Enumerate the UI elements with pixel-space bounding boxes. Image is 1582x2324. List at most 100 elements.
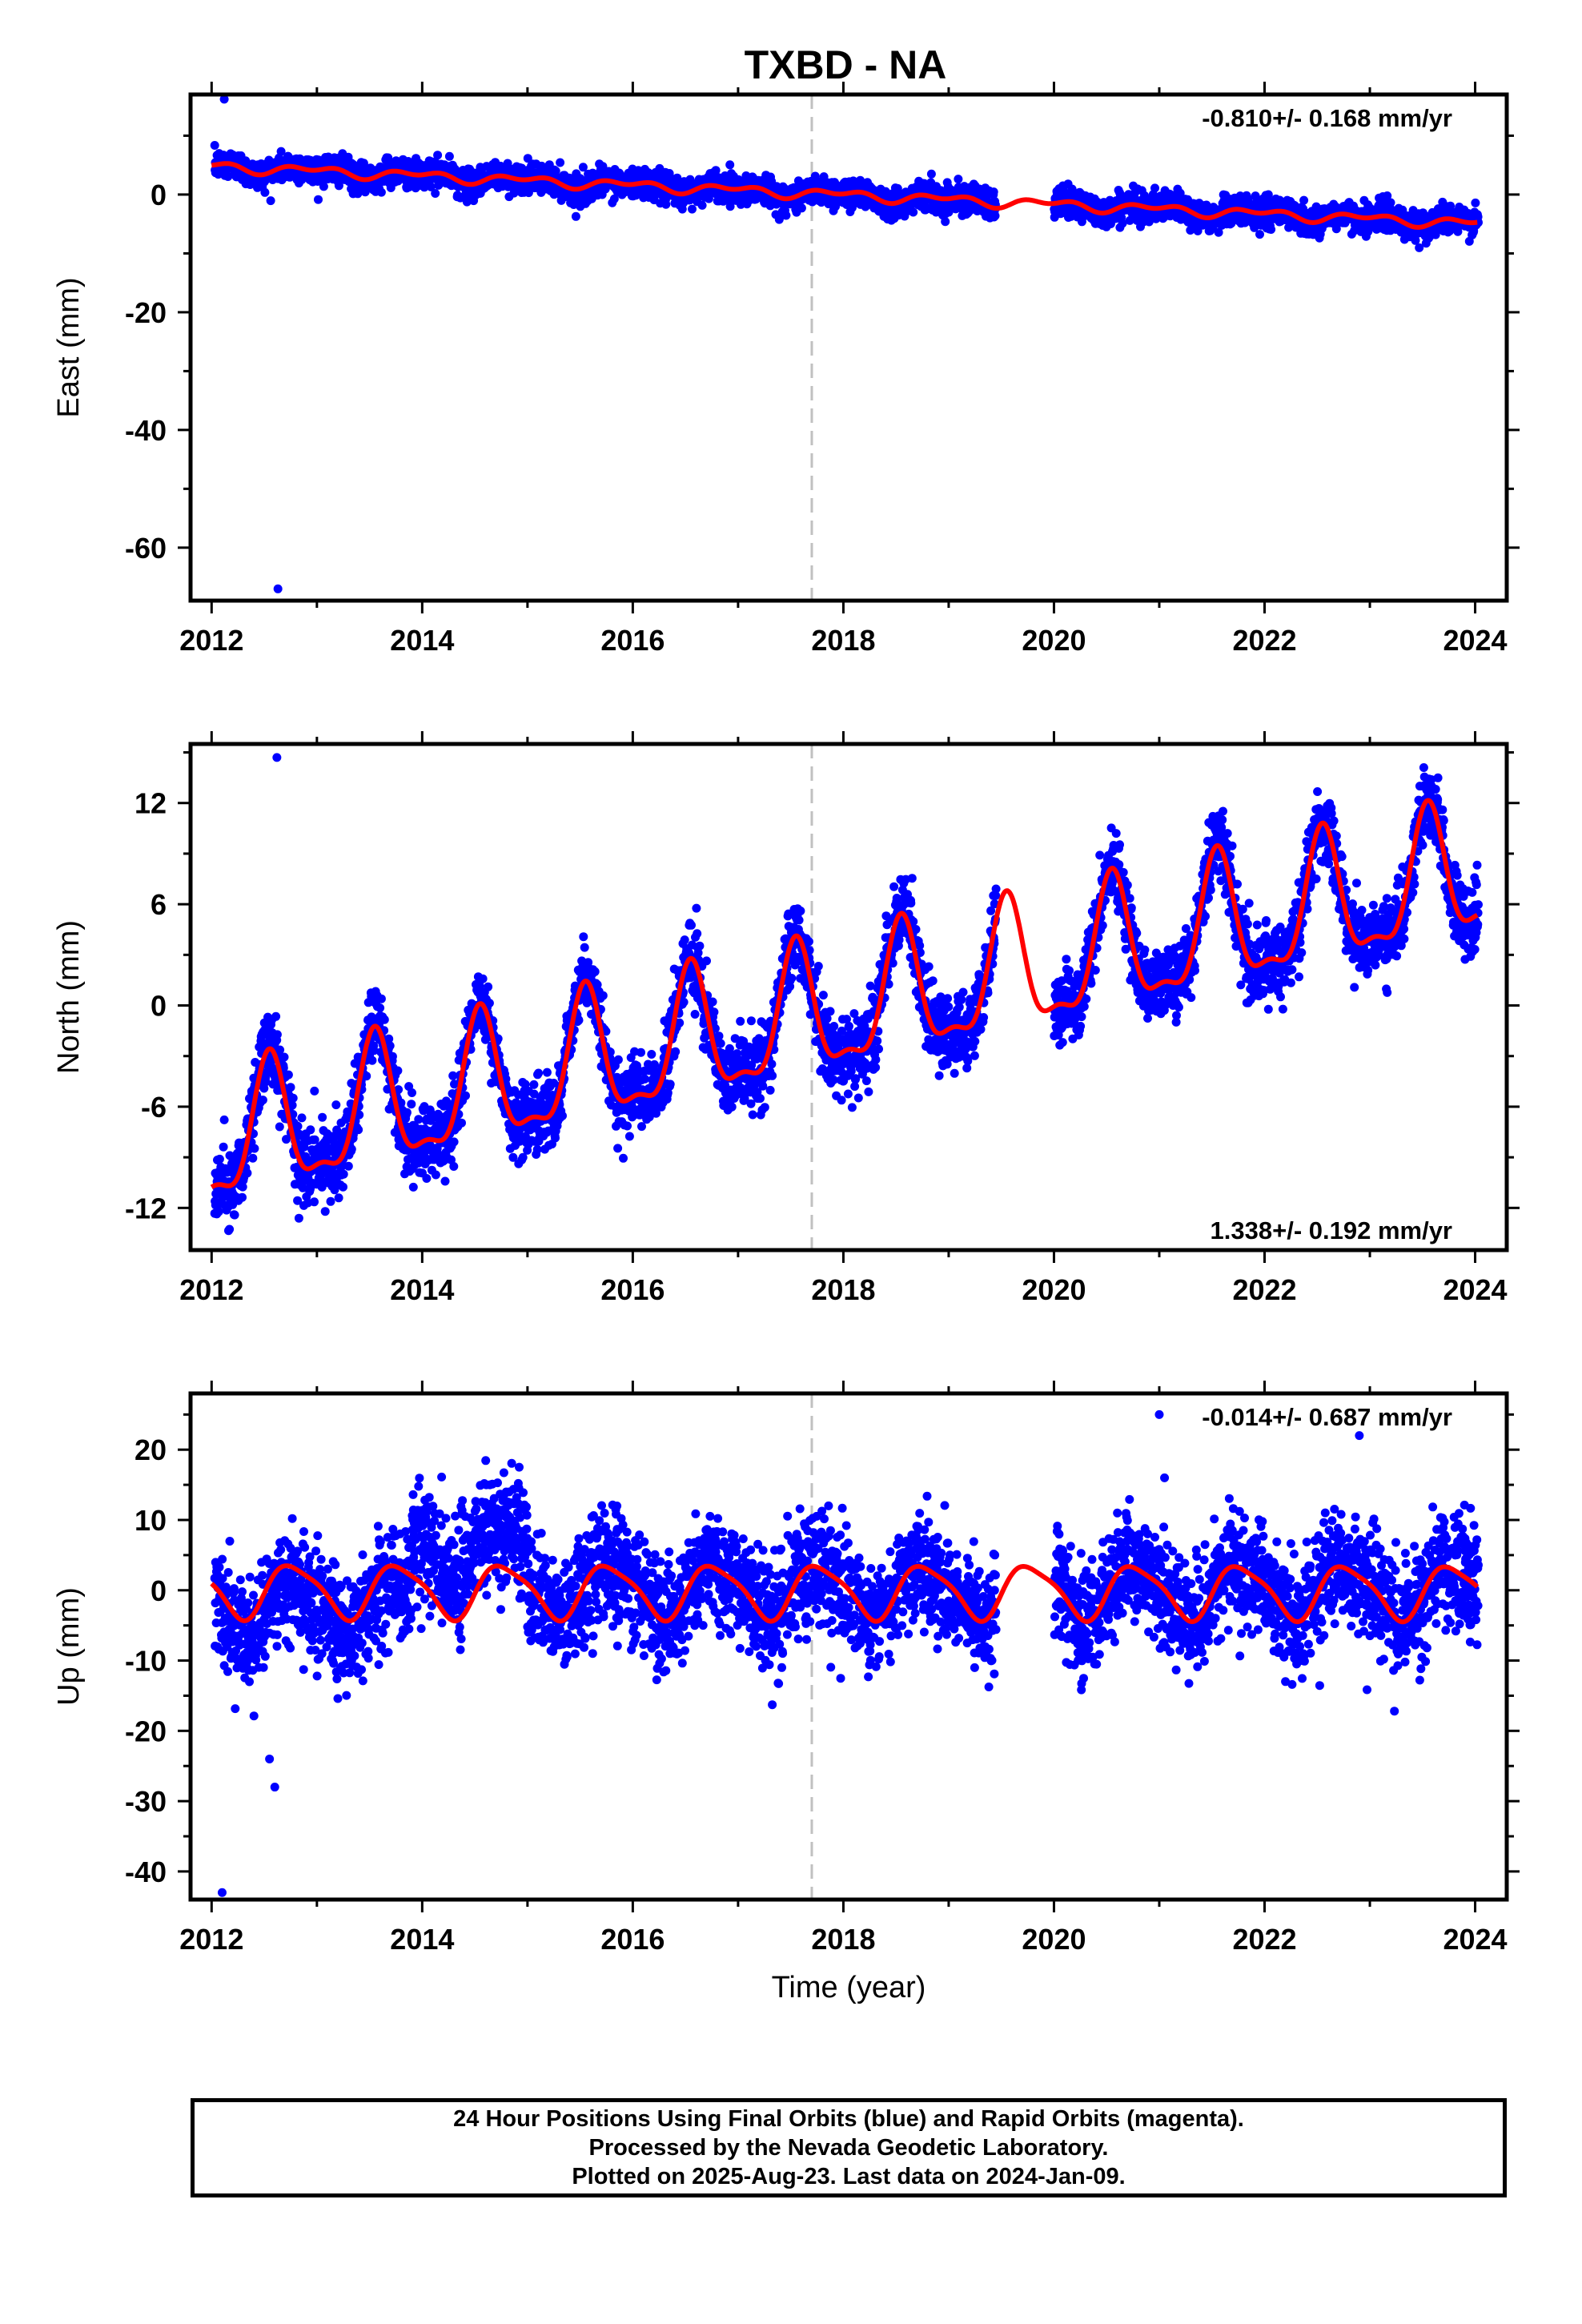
- data-point: [318, 1112, 327, 1122]
- data-point: [926, 169, 936, 179]
- data-point: [1267, 225, 1276, 234]
- x-tick-label: 2012: [179, 624, 243, 657]
- data-point: [697, 200, 707, 210]
- data-point: [354, 1125, 363, 1135]
- data-point: [414, 1115, 424, 1124]
- data-point: [376, 994, 386, 1003]
- data-point: [408, 1182, 418, 1192]
- data-point: [661, 199, 671, 209]
- y-tick-label: 0: [151, 179, 167, 211]
- data-point: [1255, 230, 1264, 239]
- x-tick-label: 2022: [1232, 624, 1296, 657]
- data-point: [797, 203, 806, 213]
- data-point: [223, 172, 233, 181]
- data-point: [294, 1213, 303, 1223]
- data-point: [379, 1015, 389, 1024]
- data-point: [339, 1182, 347, 1192]
- data-point: [297, 1113, 307, 1123]
- panel-north: 2012 2014 2016 2018 2020 2022 2024-12-60612Nor…: [52, 731, 1520, 1306]
- data-point: [711, 166, 721, 175]
- data-point: [343, 1161, 353, 1171]
- y-tick-label: -40: [125, 414, 167, 447]
- data-point: [310, 1197, 319, 1207]
- data-point: [909, 207, 918, 217]
- data-point: [334, 1193, 343, 1203]
- data-point: [376, 187, 386, 197]
- data-point: [215, 1154, 224, 1164]
- data-point: [275, 1122, 284, 1132]
- data-point: [688, 204, 697, 214]
- data-point: [990, 211, 1000, 220]
- data-point: [673, 173, 682, 183]
- data-point: [288, 1093, 298, 1103]
- data-point: [1150, 183, 1159, 193]
- plot-area-east: [210, 94, 1483, 601]
- data-point: [408, 1088, 416, 1097]
- data-point: [225, 1224, 235, 1234]
- data-point: [989, 187, 998, 197]
- data-point: [523, 154, 532, 163]
- x-tick-label: 2018: [811, 624, 875, 657]
- data-point: [571, 211, 580, 221]
- data-point: [375, 1003, 385, 1013]
- y-tick-label: -20: [125, 296, 167, 329]
- data-point: [503, 159, 512, 168]
- x-tick-label: 2020: [1022, 624, 1086, 657]
- figure-title: TXBD - NA: [745, 42, 947, 87]
- data-point: [260, 187, 270, 197]
- data-point: [578, 163, 588, 172]
- y-tick-label: -60: [125, 532, 167, 565]
- data-point: [433, 151, 443, 160]
- data-point: [271, 1011, 281, 1021]
- data-point: [941, 217, 950, 227]
- data-point: [310, 1086, 319, 1096]
- outlier-point: [273, 584, 283, 593]
- data-point: [214, 1207, 223, 1216]
- data-point: [238, 1192, 247, 1202]
- data-point: [339, 1169, 348, 1179]
- data-point: [331, 1100, 341, 1110]
- data-point: [219, 1115, 229, 1124]
- data-point: [210, 141, 219, 150]
- data-point: [431, 189, 440, 198]
- data-point: [725, 202, 735, 211]
- data-point: [250, 1144, 259, 1153]
- x-tick-label: 2016: [600, 624, 665, 657]
- plot-area-north: [210, 744, 1483, 1250]
- data-point: [286, 1083, 295, 1092]
- data-point: [326, 1196, 335, 1206]
- data-point: [279, 1052, 289, 1062]
- data-point: [276, 147, 286, 156]
- data-point: [272, 1030, 282, 1039]
- data-point: [444, 151, 454, 161]
- data-point: [402, 1108, 412, 1117]
- data-point: [314, 195, 323, 204]
- data-point: [1299, 195, 1309, 205]
- data-point: [551, 167, 560, 175]
- data-point: [283, 1070, 293, 1080]
- data-point: [1471, 198, 1480, 207]
- data-point: [426, 182, 436, 191]
- data-point: [422, 1174, 432, 1183]
- data-point: [258, 1096, 267, 1105]
- data-point: [367, 1055, 377, 1065]
- panels-container: 2012 2014 2016 2018 2020 2022 2024-60-40-200Ea…: [52, 82, 1520, 2004]
- data-point: [219, 1142, 228, 1152]
- data-point: [725, 160, 735, 170]
- data-point: [243, 1168, 252, 1178]
- x-tick-label: 2014: [390, 624, 454, 657]
- data-point: [320, 1207, 330, 1216]
- data-point: [266, 196, 275, 206]
- data-point: [609, 194, 619, 203]
- rate-label: -0.810+/- 0.168 mm/yr: [1202, 104, 1452, 132]
- data-point: [704, 194, 713, 203]
- data-point: [393, 1066, 403, 1076]
- data-point: [319, 182, 328, 191]
- data-points-north: [210, 753, 1483, 1236]
- data-point: [306, 1125, 315, 1135]
- panel-east: 2012 2014 2016 2018 2020 2022 2024-60-40-200Ea…: [52, 82, 1520, 657]
- data-point: [954, 175, 963, 184]
- data-point: [248, 1153, 258, 1163]
- data-point: [230, 1210, 239, 1220]
